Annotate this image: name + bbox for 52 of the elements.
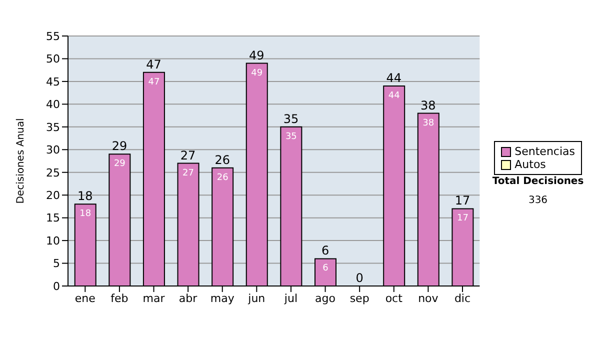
total-label: 44 [386,71,402,85]
x-tick-label: sep [350,292,370,305]
y-tick-label: 55 [46,30,60,43]
total-label: 6 [321,244,330,258]
data-label: 26 [216,172,229,183]
x-tick-label: jun [247,292,266,305]
x-tick-label: oct [385,292,404,305]
total-label: 35 [283,112,299,126]
y-tick-label: 10 [46,234,60,248]
legend-label: Sentencias [514,145,575,158]
y-tick-label: 35 [46,120,60,134]
data-label: 44 [388,91,400,101]
total-label: 27 [180,148,196,162]
text: 336 [527,195,549,206]
x-tick-label: may [210,292,235,305]
total-label: 0 [356,271,364,285]
total-label: 26 [214,152,230,167]
y-tick-label: 0 [53,280,60,293]
y-tick-label: 25 [46,166,60,180]
data-label: 18 [80,209,92,220]
x-tick-label: mar [142,292,166,305]
total-label: 18 [78,189,93,204]
data-label: 49 [251,68,263,78]
y-tick-label: 20 [46,188,60,202]
total-label: 49 [249,48,264,62]
y-tick-label: 45 [46,75,60,88]
x-tick-label: jul [283,292,298,305]
total-label: 38 [420,98,436,112]
data-label: 47 [148,77,160,88]
y-tick-label: 40 [46,98,60,112]
data-label: 38 [422,118,434,128]
legend-label: Autos [514,158,546,171]
y-axis-title: Decisiones Anual [16,118,27,204]
data-label: 6 [322,264,329,274]
text: Total Decisiones [491,176,585,187]
total-label: 47 [146,57,162,72]
data-label: 17 [456,214,468,224]
y-tick-label: 30 [46,144,60,157]
x-tick-label: abr [178,292,198,305]
x-tick-label: dic [454,292,471,305]
y-tick-label: 15 [46,212,60,225]
y-tick-label: 50 [46,52,60,66]
y-tick-label: 5 [53,257,60,270]
total-label: 29 [112,139,128,154]
total-label: 17 [454,194,470,208]
data-label: 27 [182,168,194,178]
x-tick-label: ene [74,292,96,305]
data-label: 35 [285,132,297,142]
x-tick-label: nov [418,292,439,305]
x-tick-label: feb [110,292,128,305]
data-label: 29 [114,159,126,170]
x-tick-label: ago [315,292,336,305]
